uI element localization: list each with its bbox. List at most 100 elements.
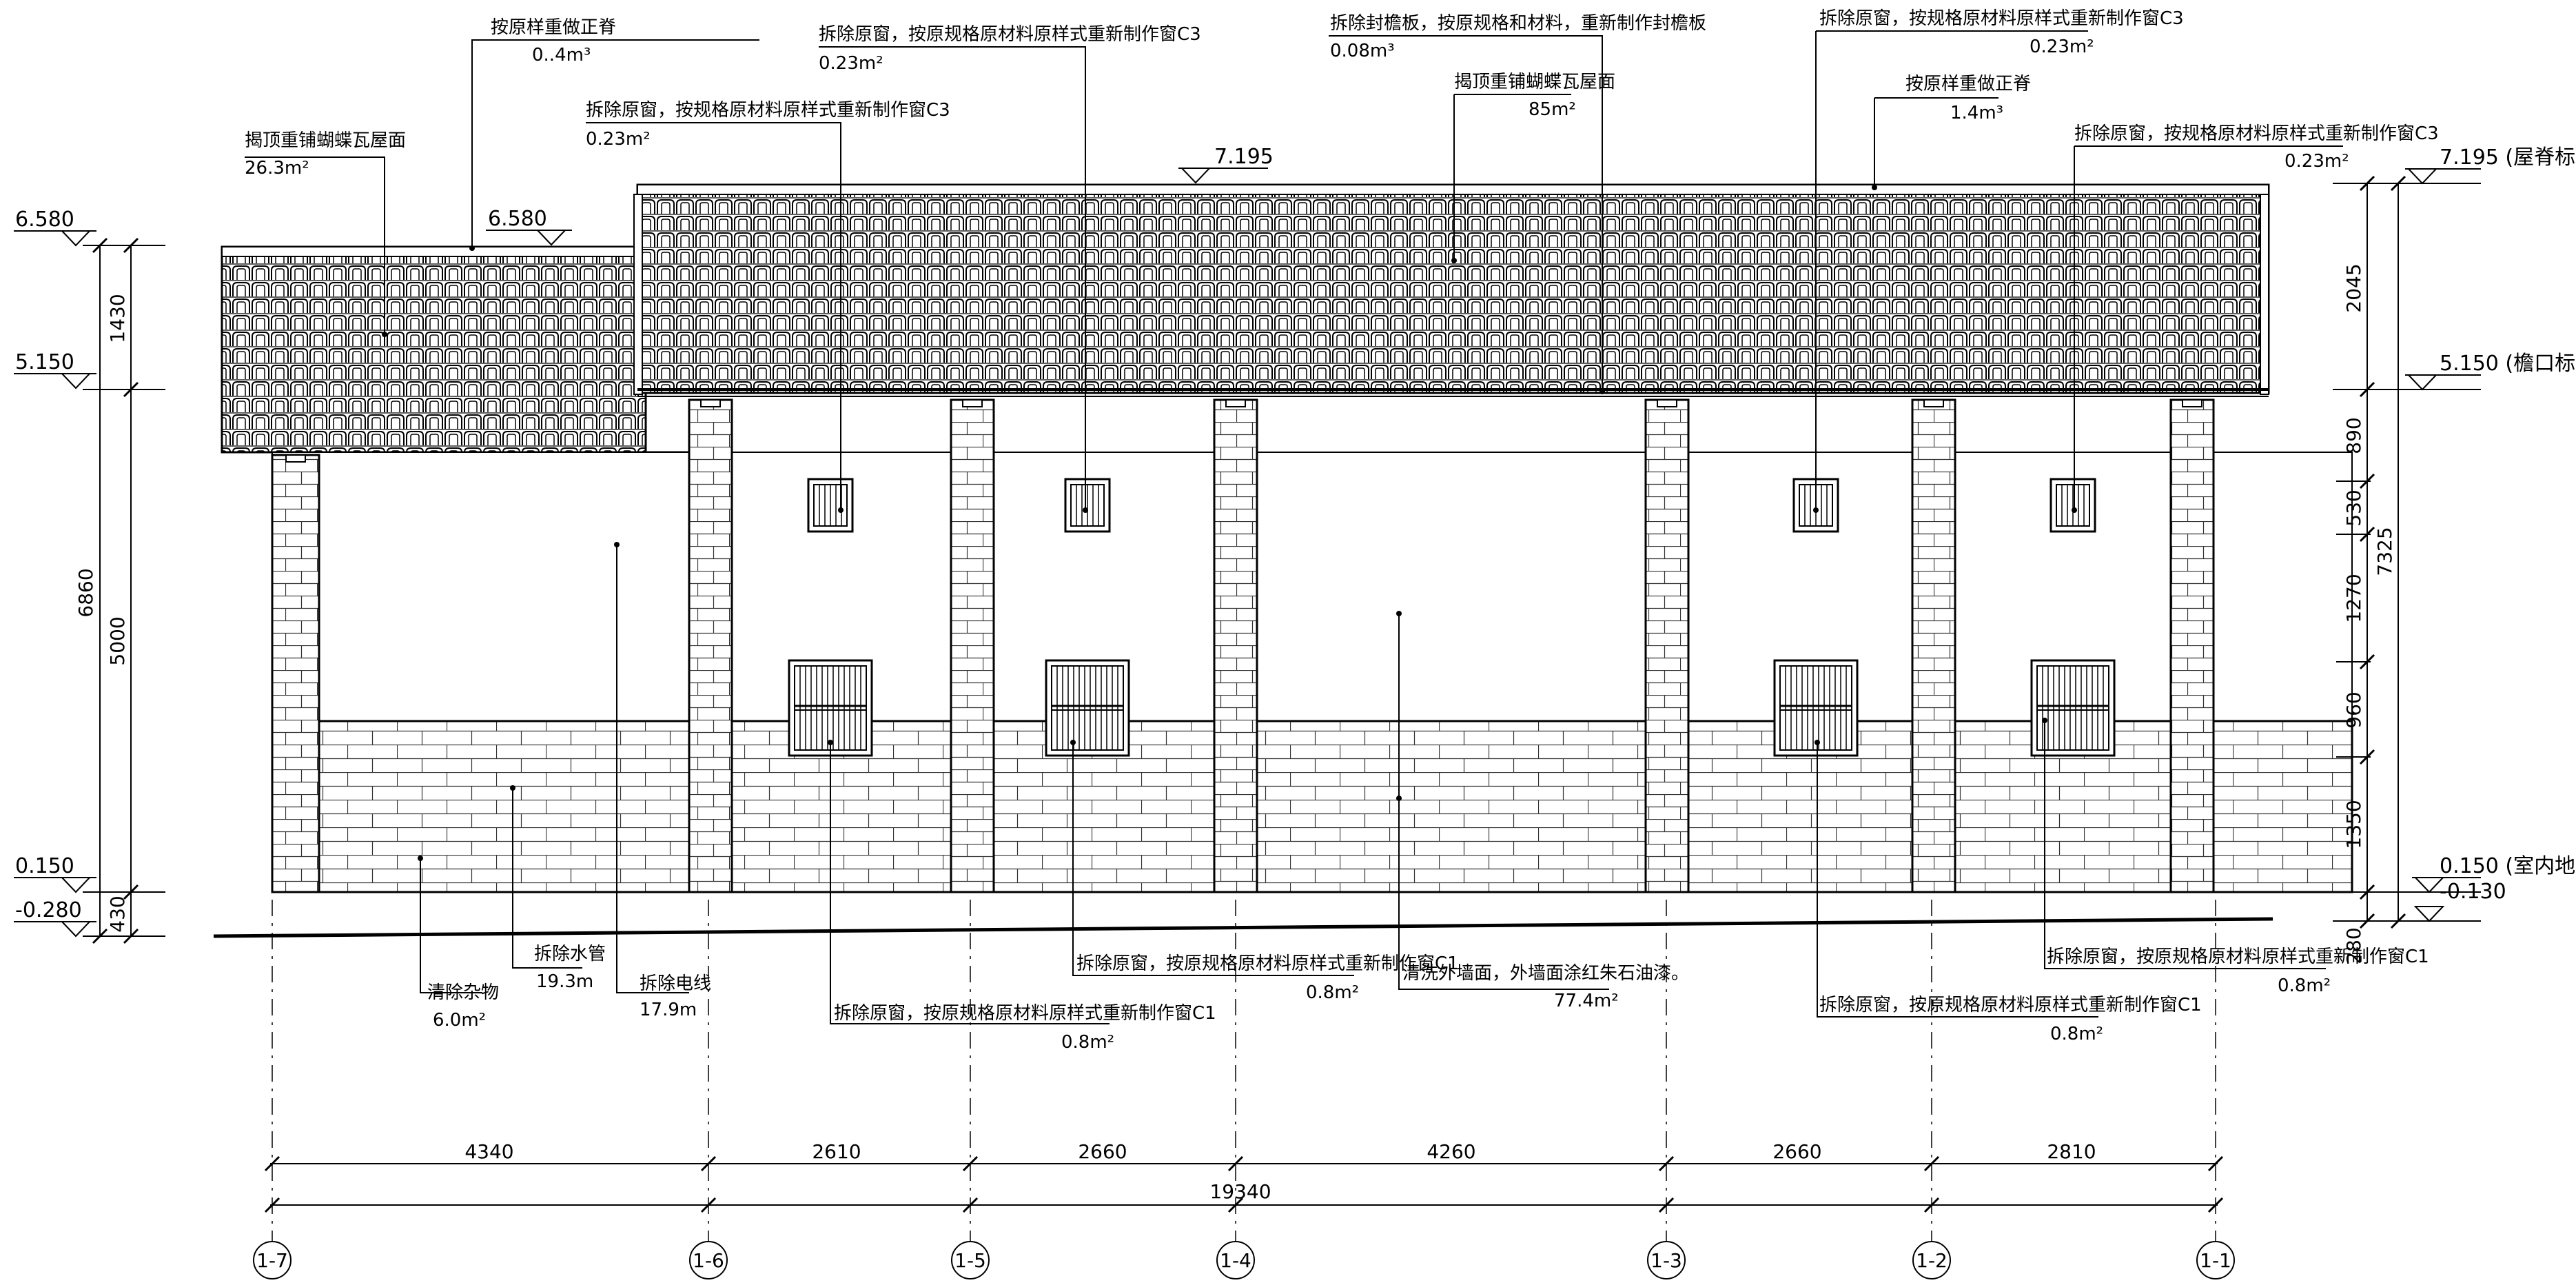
dim-530: 530 bbox=[2342, 489, 2365, 526]
note-roof-left-qty: 26.3m² bbox=[245, 158, 309, 179]
window-c1-1 bbox=[788, 659, 873, 757]
note-fascia-qty: 0.08m³ bbox=[1330, 41, 1395, 61]
axis-label: 1-2 bbox=[1916, 1249, 1948, 1272]
dim-5000: 5000 bbox=[106, 616, 129, 665]
top-elevation-markers bbox=[486, 168, 1268, 246]
note-window-c1-b-qty: 0.8m² bbox=[1306, 982, 1359, 1003]
pier-1-5 bbox=[950, 398, 995, 893]
left-elev-m0280: -0.280 bbox=[15, 898, 82, 922]
window-c1-4 bbox=[2030, 659, 2116, 757]
right-elev-7195: 7.195 (屋脊标高) bbox=[2440, 145, 2576, 170]
right-elev-5150: 5.150 (檐口标高) bbox=[2440, 352, 2576, 376]
note-debris-qty: 6.0m² bbox=[433, 1010, 486, 1031]
dim-890: 890 bbox=[2342, 417, 2365, 454]
window-c3-1 bbox=[807, 478, 854, 533]
dim-1430: 1430 bbox=[106, 294, 129, 343]
annotation-dots bbox=[382, 185, 2077, 861]
dim-seg-1: 4340 bbox=[464, 1140, 513, 1163]
window-c3-4 bbox=[2049, 478, 2096, 533]
note-window-c3-c: 拆除原窗，按规格原材料原样式重新制作窗C3 bbox=[1819, 8, 2184, 29]
dim-960: 960 bbox=[2342, 691, 2365, 728]
note-window-c3-b-qty: 0.23m² bbox=[819, 53, 883, 74]
note-window-c1-c: 拆除原窗，按原规格原材料原样式重新制作窗C1 bbox=[1819, 995, 2202, 1015]
note-fascia: 拆除封檐板，按原规格和材料，重新制作封檐板 bbox=[1330, 13, 1706, 34]
pier-1-1 bbox=[2169, 398, 2215, 893]
dim-total: 19340 bbox=[1209, 1180, 1271, 1203]
bottom-dimension-chain bbox=[270, 1163, 2218, 1206]
note-window-c3-d: 拆除原窗，按规格原材料原样式重新制作窗C3 bbox=[2074, 123, 2439, 144]
annotations: 按原样重做正脊 0..4m³ 揭顶重铺蝴蝶瓦屋面 26.3m² 拆除原窗，按规格… bbox=[245, 8, 2439, 1053]
left-elev-6580: 6.580 bbox=[15, 208, 74, 232]
axis-1-5: 1-5 bbox=[951, 900, 990, 1279]
note-ridge-main-qty: 1.4m³ bbox=[1950, 103, 2003, 123]
note-debris: 清除杂物 bbox=[427, 982, 499, 1003]
axis-label: 1-4 bbox=[1220, 1249, 1251, 1272]
axis-1-2: 1-2 bbox=[1912, 900, 1951, 1279]
note-window-c3-a: 拆除原窗，按规格原材料原样式重新制作窗C3 bbox=[586, 100, 950, 121]
axis-1-1: 1-1 bbox=[2196, 900, 2235, 1279]
note-window-c1-a-qty: 0.8m² bbox=[1061, 1032, 1114, 1053]
note-window-c3-b: 拆除原窗，按原规格原材料原样式重新制作窗C3 bbox=[819, 24, 1201, 45]
note-window-c1-d: 拆除原窗，按原规格原材料原样式重新制作窗C1 bbox=[2047, 947, 2429, 967]
note-roof-main-qty: 85m² bbox=[1529, 99, 1576, 120]
note-window-c1-a: 拆除原窗，按原规格原材料原样式重新制作窗C1 bbox=[834, 1003, 1216, 1024]
note-wall-clean-qty: 77.4m² bbox=[1554, 991, 1619, 1011]
roof-main bbox=[633, 183, 2270, 397]
dim-2045: 2045 bbox=[2342, 263, 2365, 312]
dim-seg-3: 2660 bbox=[1078, 1140, 1127, 1163]
dim-430: 430 bbox=[106, 896, 129, 932]
note-pipe: 拆除水管 bbox=[534, 944, 606, 964]
dim-1270: 1270 bbox=[2342, 574, 2365, 623]
dim-1350: 1350 bbox=[2342, 800, 2365, 849]
note-ridge-left: 按原样重做正脊 bbox=[491, 17, 616, 38]
left-elev-5150: 5.150 bbox=[15, 350, 74, 374]
note-window-c1-c-qty: 0.8m² bbox=[2050, 1024, 2103, 1044]
window-c1-2 bbox=[1045, 659, 1130, 757]
dim-7325: 7325 bbox=[2373, 527, 2396, 576]
dim-6860: 6860 bbox=[74, 568, 97, 617]
top-elev-7195: 7.195 bbox=[1214, 145, 1274, 169]
note-pipe-qty: 19.3m bbox=[536, 971, 593, 992]
note-ridge-main: 按原样重做正脊 bbox=[1905, 74, 2031, 94]
note-window-c3-c-qty: 0.23m² bbox=[2030, 37, 2094, 57]
note-window-c3-a-qty: 0.23m² bbox=[586, 129, 651, 150]
right-dimension-chain bbox=[2333, 175, 2481, 929]
axis-1-3: 1-3 bbox=[1647, 900, 1686, 1279]
annotation-leaders bbox=[245, 30, 2343, 1024]
axis-label: 1-5 bbox=[954, 1249, 986, 1272]
pier-1-7 bbox=[271, 454, 320, 893]
note-ridge-left-qty: 0..4m³ bbox=[532, 45, 591, 65]
note-window-c1-b: 拆除原窗，按原规格原材料原样式重新制作窗C1 bbox=[1076, 953, 1459, 974]
roof-left bbox=[221, 245, 689, 454]
note-wire: 拆除电线 bbox=[640, 973, 711, 994]
axis-label: 1-7 bbox=[256, 1249, 288, 1272]
axis-1-7: 1-7 bbox=[253, 900, 292, 1279]
ground-line bbox=[213, 917, 2273, 938]
note-window-c3-d-qty: 0.23m² bbox=[2284, 151, 2349, 172]
left-elevation-markers bbox=[14, 230, 96, 938]
note-roof-left: 揭顶重铺蝴蝶瓦屋面 bbox=[245, 130, 406, 151]
dim-seg-2: 2610 bbox=[812, 1140, 861, 1163]
dim-seg-4: 4260 bbox=[1427, 1140, 1475, 1163]
axis-1-6: 1-6 bbox=[689, 900, 728, 1279]
right-elev-0150: 0.150 (室内地面标高) bbox=[2440, 854, 2576, 878]
pier-1-2 bbox=[1911, 398, 1956, 893]
dim-280: 280 bbox=[2342, 927, 2365, 964]
pier-1-6 bbox=[688, 398, 733, 893]
left-elev-0150: 0.150 bbox=[15, 854, 74, 878]
top-elev-6580: 6.580 bbox=[488, 207, 547, 231]
dim-seg-6: 2810 bbox=[2047, 1140, 2096, 1163]
window-c1-3 bbox=[1773, 659, 1859, 757]
axis-1-4: 1-4 bbox=[1216, 900, 1255, 1279]
pier-1-4 bbox=[1213, 398, 1258, 893]
right-elevation-markers bbox=[2405, 168, 2481, 922]
note-wire-qty: 17.9m bbox=[640, 1000, 697, 1020]
grid-axes: 1-7 1-6 1-5 1-4 1-3 1-2 1-1 bbox=[253, 900, 2235, 1279]
brick-piers bbox=[271, 398, 2215, 893]
note-wall-clean: 清洗外墙面，外墙面涂红朱石油漆。 bbox=[1402, 963, 1689, 984]
wall-body bbox=[271, 452, 2353, 893]
axis-label: 1-3 bbox=[1650, 1249, 1682, 1272]
pier-1-3 bbox=[1644, 398, 1690, 893]
